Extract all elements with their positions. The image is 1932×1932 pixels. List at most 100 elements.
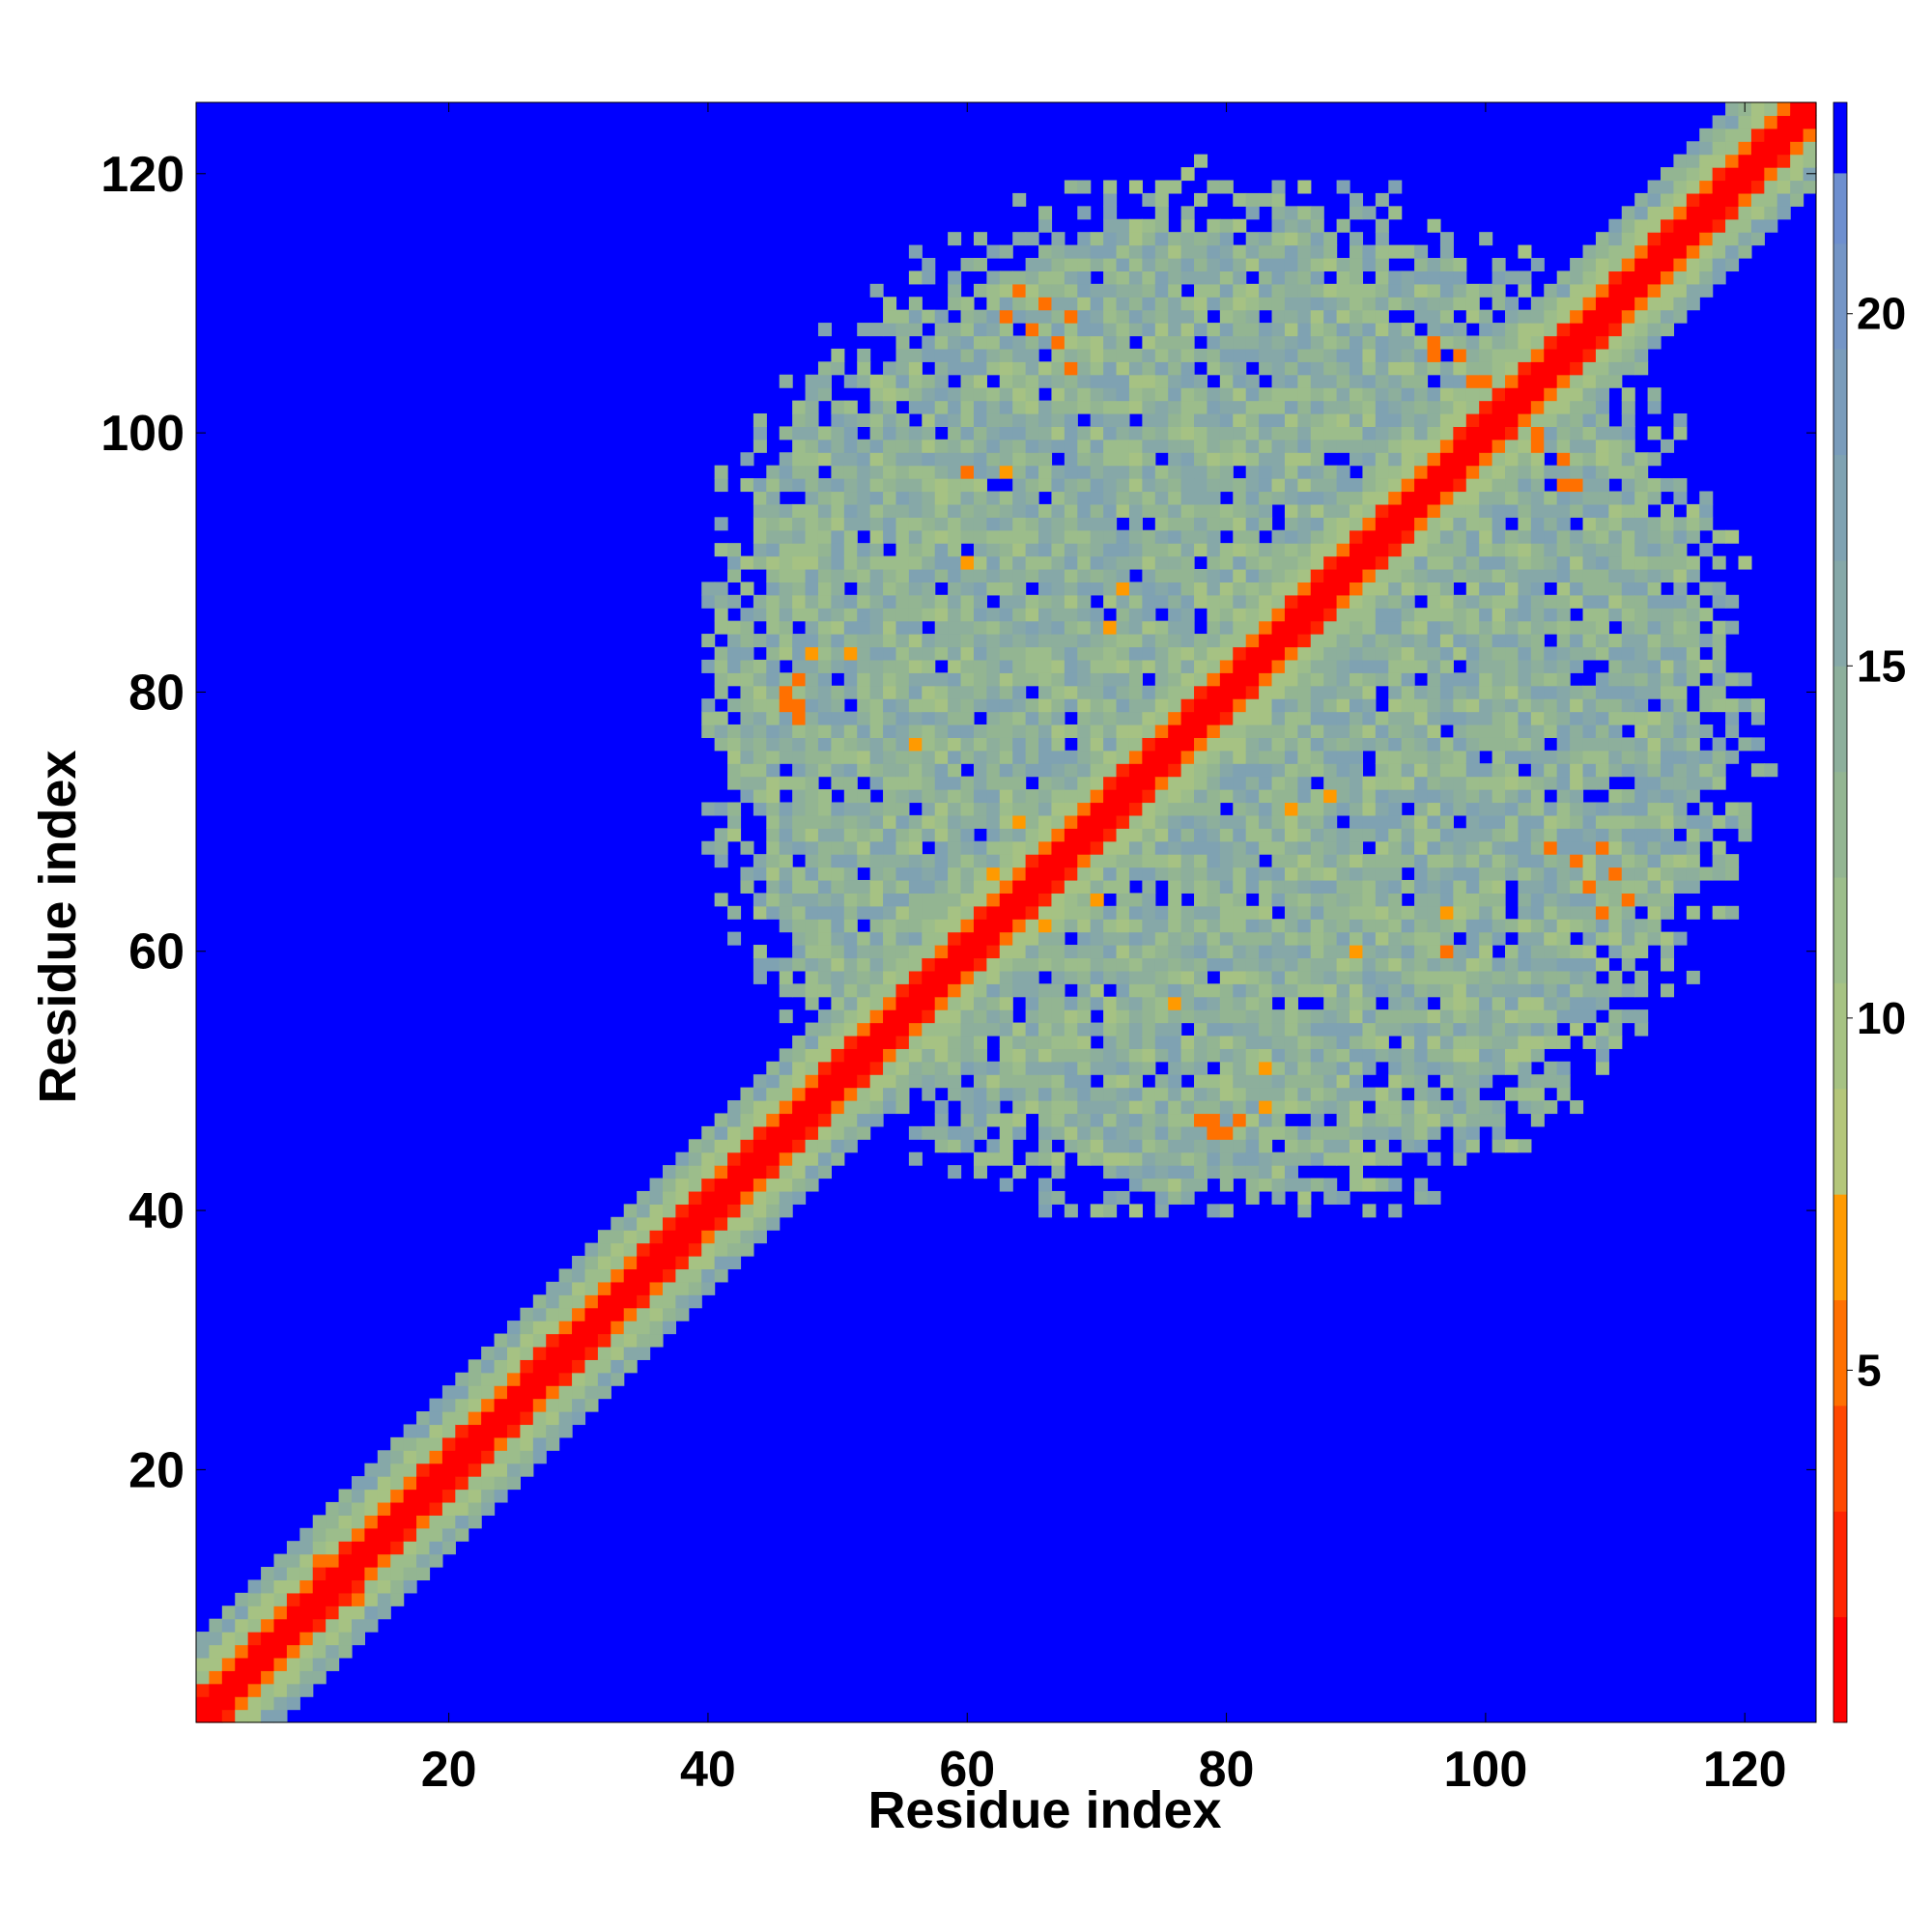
heatmap-cell [1168, 374, 1182, 388]
heatmap-cell [1362, 582, 1377, 596]
heatmap-cell [1284, 1035, 1298, 1049]
heatmap-cell [766, 582, 781, 596]
heatmap-cell [960, 789, 975, 804]
heatmap-cell [817, 828, 832, 842]
heatmap-cell [1077, 180, 1092, 194]
heatmap-cell [986, 1009, 1001, 1024]
heatmap-cell [1168, 270, 1182, 285]
heatmap-cell [753, 867, 767, 881]
heatmap-cell [831, 491, 845, 505]
heatmap-cell [1103, 387, 1118, 402]
heatmap-cell [377, 1541, 391, 1555]
heatmap-cell [960, 802, 975, 816]
heatmap-cell [1479, 828, 1493, 842]
heatmap-cell [1103, 737, 1118, 752]
heatmap-cell [753, 1125, 767, 1140]
heatmap-cell [1064, 439, 1078, 453]
heatmap-cell [1180, 789, 1195, 804]
heatmap-cell [1090, 711, 1104, 725]
heatmap-cell [1375, 478, 1389, 493]
heatmap-cell [1154, 983, 1169, 998]
heatmap-cell [857, 854, 871, 868]
heatmap-cell [973, 996, 987, 1010]
heatmap-cell [740, 452, 754, 467]
heatmap-cell [1414, 634, 1429, 648]
heatmap-cell [1038, 919, 1053, 933]
heatmap-cell [1401, 698, 1415, 713]
heatmap-cell [1090, 879, 1104, 894]
heatmap-cell [1401, 983, 1415, 998]
heatmap-cell [1038, 244, 1053, 259]
heatmap-cell [843, 543, 858, 557]
heatmap-cell [857, 1048, 871, 1063]
heatmap-cell [1077, 867, 1092, 881]
heatmap-cell [1505, 919, 1520, 933]
heatmap-cell [1219, 737, 1234, 752]
heatmap-cell [1414, 931, 1429, 946]
heatmap-cell [714, 478, 728, 493]
heatmap-cell [1051, 879, 1065, 894]
heatmap-cell [403, 1424, 417, 1438]
heatmap-cell [831, 776, 845, 790]
heatmap-cell [1310, 309, 1324, 324]
heatmap-cell [740, 685, 754, 699]
heatmap-cell [1271, 270, 1286, 285]
heatmap-cell [1375, 867, 1389, 881]
heatmap-cell [1608, 854, 1623, 868]
heatmap-cell [1038, 335, 1053, 350]
heatmap-cell [1414, 1178, 1429, 1192]
heatmap-cell [869, 1100, 884, 1115]
heatmap-cell [1530, 1100, 1545, 1115]
heatmap-cell [1051, 737, 1065, 752]
heatmap-cell [1271, 945, 1286, 959]
heatmap-cell [714, 1242, 728, 1257]
heatmap-cell [1582, 750, 1597, 764]
heatmap-cell [973, 854, 987, 868]
heatmap-cell [908, 608, 923, 622]
heatmap-cell [753, 1165, 767, 1179]
heatmap-cell [857, 608, 871, 622]
heatmap-cell [1556, 374, 1571, 388]
heatmap-cell [1388, 270, 1403, 285]
heatmap-cell [1350, 1035, 1364, 1049]
heatmap-cell [1284, 776, 1298, 790]
heatmap-cell [934, 309, 949, 324]
heatmap-cell [1453, 983, 1467, 998]
heatmap-cell [986, 737, 1001, 752]
heatmap-cell [895, 323, 910, 337]
heatmap-cell [1505, 452, 1520, 467]
heatmap-cell [1077, 257, 1092, 272]
heatmap-cell [792, 776, 807, 790]
heatmap-cell [1544, 672, 1558, 687]
heatmap-cell [1492, 1035, 1506, 1049]
heatmap-cell [1530, 905, 1545, 920]
heatmap-cell [1518, 1035, 1532, 1049]
heatmap-cell [1465, 491, 1480, 505]
heatmap-cell [934, 608, 949, 622]
heatmap-cell [908, 879, 923, 894]
heatmap-cell [299, 1644, 314, 1659]
heatmap-cell [779, 568, 793, 582]
heatmap-cell [1388, 919, 1403, 933]
heatmap-cell [843, 763, 858, 778]
heatmap-cell [1595, 893, 1609, 907]
heatmap-cell [1310, 1113, 1324, 1127]
heatmap-cell [883, 840, 897, 855]
heatmap-cell [999, 491, 1013, 505]
heatmap-cell [1465, 1061, 1480, 1075]
heatmap-cell [1090, 737, 1104, 752]
heatmap-cell [908, 789, 923, 804]
heatmap-cell [779, 802, 793, 816]
heatmap-cell [805, 1151, 819, 1166]
heatmap-cell [1233, 297, 1247, 311]
heatmap-cell [1375, 582, 1389, 596]
heatmap-cell [805, 452, 819, 467]
heatmap-cell [960, 893, 975, 907]
heatmap-cell [1271, 529, 1286, 544]
heatmap-cell [1388, 478, 1403, 493]
heatmap-cell [1038, 789, 1053, 804]
heatmap-cell [1284, 426, 1298, 440]
heatmap-cell [805, 503, 819, 518]
heatmap-cell [649, 1242, 664, 1257]
heatmap-cell [1245, 1087, 1260, 1101]
